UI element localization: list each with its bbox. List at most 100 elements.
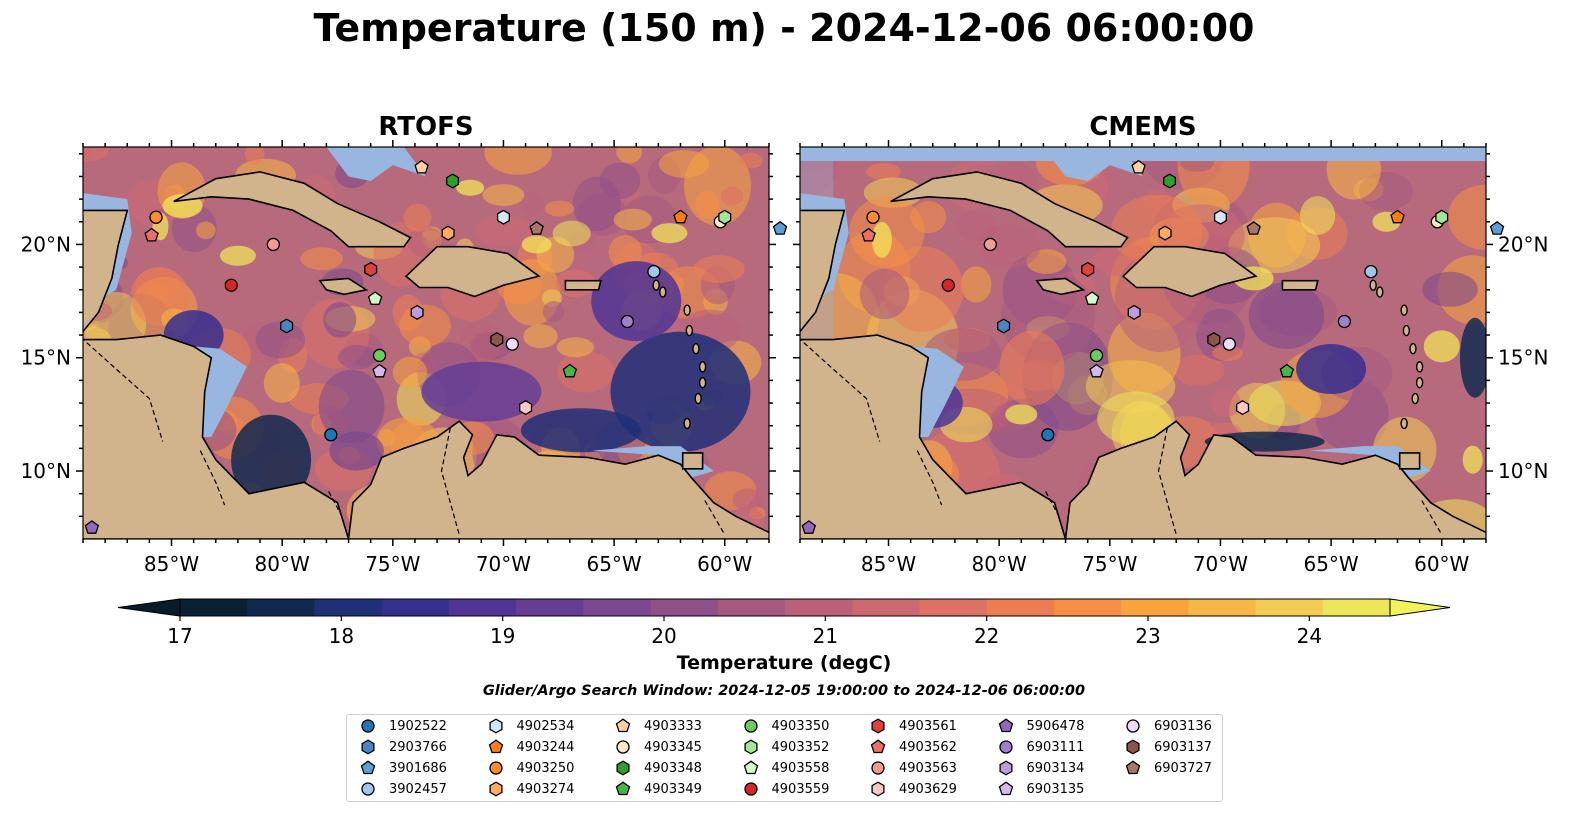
platform-4903333-marker: [1131, 159, 1146, 174]
map-frame-cmems: [799, 146, 1487, 540]
colorbar-segment: [650, 599, 719, 616]
legend-label: 1902522: [389, 718, 447, 734]
legend-marker-pentagon-icon: [615, 781, 631, 796]
colorbar-segment: [785, 599, 853, 616]
platform-4903350-marker: [1089, 348, 1104, 363]
legend-entry-4903333: 4903333: [612, 716, 702, 736]
platform-3902457-marker: [647, 264, 661, 279]
land-cuba-cmems: [890, 171, 1129, 248]
legend-entry-3901686: 3901686: [357, 758, 447, 778]
platform-6903134-marker: [410, 304, 424, 320]
legend-entry-4903350: 4903350: [740, 716, 830, 736]
legend-label: 3902457: [389, 781, 447, 797]
legend-marker-pentagon-icon: [360, 760, 376, 775]
platform-2903766-marker: [280, 318, 294, 334]
legend-marker-hexagon-icon: [361, 739, 375, 755]
land-puerto-rico-cmems: [1281, 279, 1319, 291]
legend-entry-5906478: 5906478: [995, 716, 1085, 736]
platform-3901686-marker: [1489, 220, 1505, 235]
colorbar-tick-label: 19: [490, 624, 515, 648]
legend-marker-circle-icon: [361, 782, 375, 796]
country-borders-cmems: [800, 338, 1443, 535]
legend-entry-6903134: 6903134: [995, 758, 1085, 778]
platform-4903562-marker: [144, 227, 159, 242]
lon-tick-label: 75°W: [1082, 552, 1137, 576]
legend-label: 4903274: [516, 781, 575, 797]
colorbar-segment: [1188, 599, 1257, 616]
map-panel-rtofs: 85°W 80°W 75°W 70°W 65°W 60°W 20°N 15°N 10°N: [21, 140, 788, 576]
platform-4903250-marker: [866, 210, 880, 224]
platform-4903629-marker: [1236, 400, 1250, 416]
colorbar-tick-label: 20: [651, 624, 676, 648]
lon-tick-label: 70°W: [476, 552, 531, 576]
legend-marker-circle-icon: [998, 740, 1013, 754]
legend-marker-circle-icon: [871, 761, 885, 775]
lon-tick-label: 65°W: [1303, 552, 1358, 576]
legend-marker-hexagon-icon: [743, 739, 758, 755]
platform-4903349-marker: [562, 363, 578, 378]
colorbar-label: Temperature (degC): [676, 652, 892, 674]
colorbar-segment: [583, 599, 652, 616]
platform-4903333-marker: [414, 159, 429, 174]
platform-6903135-marker: [372, 363, 387, 378]
legend-marker-pentagon-icon: [870, 739, 886, 754]
lat-tick-label: 10°N: [1498, 459, 1548, 483]
colorbar-segment: [1255, 599, 1324, 616]
legend-entry-4902534: 4902534: [485, 716, 574, 736]
legend-label: 4903333: [644, 718, 702, 734]
legend-label: 4903350: [771, 718, 830, 734]
platform-6903135-marker: [1089, 363, 1104, 378]
legend-marker-pentagon-icon: [488, 739, 503, 754]
colorbar-tick-label: 21: [813, 624, 838, 648]
platform-4903348-marker: [446, 173, 460, 189]
legend-marker-circle-icon: [1126, 719, 1140, 733]
legend-marker-hexagon-icon: [998, 760, 1013, 776]
colorbar-tick-label: 17: [167, 624, 192, 648]
legend-entry-4903244: 4903244: [485, 737, 574, 757]
legend-marker-circle-icon: [743, 782, 758, 796]
legend-label: 6903727: [1154, 760, 1212, 776]
land-south-america-cmems: [1064, 420, 1486, 539]
bahamas-bank-cmems: [999, 147, 1143, 181]
nicaragua-shelf-rtofs: [193, 346, 247, 437]
legend-label: 4903561: [899, 718, 957, 734]
legend-label: 5906478: [1026, 718, 1085, 734]
lat-tick-label: 20°N: [21, 232, 71, 256]
platform-markers-cmems: [801, 159, 1505, 534]
legend-entry-4903274: 4903274: [485, 779, 575, 799]
legend-entry-4903349: 4903349: [612, 779, 702, 799]
platform-4903558-marker: [367, 291, 383, 305]
lon-tick-label: 70°W: [1193, 552, 1248, 576]
legend-marker-hexagon-icon: [488, 781, 503, 797]
platform-4903629-marker: [519, 400, 533, 416]
legend-entry-4903563: 4903563: [867, 758, 957, 778]
legend-label: 4903562: [899, 739, 957, 755]
legend-entry-4903352: 4903352: [740, 737, 829, 757]
legend-label: 4903559: [771, 781, 830, 797]
map-panel-cmems: 85°W 80°W 75°W 70°W 65°W 60°W 20°N 15°N 10°N: [793, 140, 1548, 576]
land-puerto-rico-rtofs: [564, 279, 602, 291]
colorbar-over-arrow: [1389, 598, 1451, 617]
legend-marker-circle-icon: [616, 740, 630, 754]
land-hispaniola-cmems: [1121, 245, 1258, 298]
platform-6903137-marker: [490, 332, 504, 348]
platform-6903727-marker: [1246, 220, 1261, 235]
colorbar-tick-label: 22: [974, 624, 999, 648]
legend-marker-hexagon-icon: [871, 781, 885, 797]
platform-3901686-marker: [772, 220, 788, 235]
legend-marker-pentagon-icon: [615, 718, 631, 733]
platform-5906478-marker: [801, 520, 817, 534]
bahamas-bank-rtofs: [282, 147, 426, 181]
legend-marker-hexagon-icon: [871, 718, 885, 734]
tick-marks-cmems: [793, 140, 1493, 546]
legend-label: 4903563: [899, 760, 957, 776]
platform-4903352-marker: [1435, 209, 1449, 225]
legend-marker-hexagon-icon: [1126, 739, 1140, 755]
platform-6903136-marker: [1222, 337, 1236, 351]
platform-2903766-marker: [997, 318, 1011, 334]
lon-tick-label: 75°W: [365, 552, 420, 576]
legend-label: 6903134: [1026, 760, 1085, 776]
platform-4903559-marker: [941, 278, 955, 292]
legend-label: 6903136: [1154, 718, 1212, 734]
panel-title-cmems: CMEMS: [1089, 112, 1197, 142]
